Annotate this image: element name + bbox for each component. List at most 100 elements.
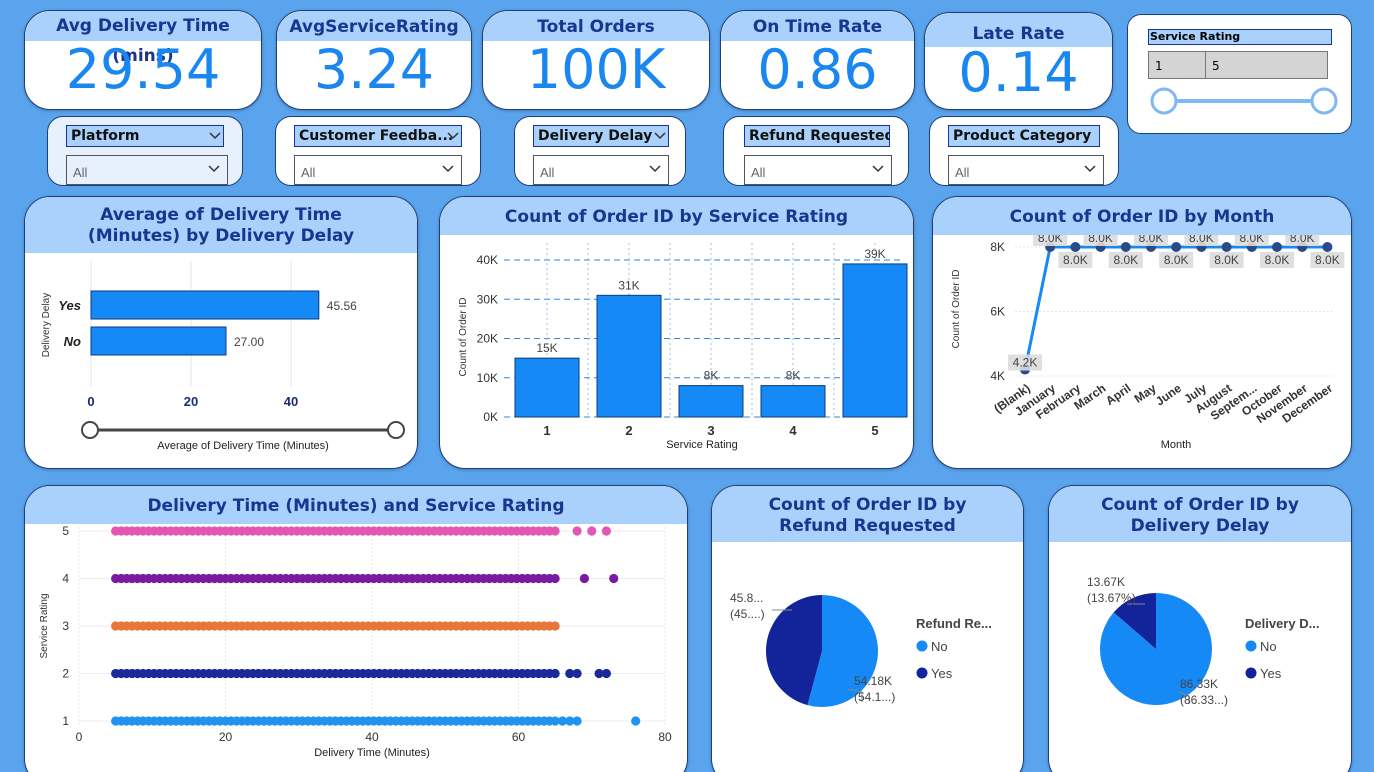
- scatter-point: [579, 573, 590, 584]
- zoom-slider-handle: [387, 421, 405, 439]
- kpi-card-avg-delivery: Avg Delivery Time (mins) 29.54: [24, 10, 262, 110]
- kpi-value: 3.24: [313, 38, 435, 101]
- tick-label: 0K: [483, 410, 498, 424]
- kpi-card-on-time-rate: On Time Rate 0.86: [720, 10, 915, 110]
- data-label: 8.0K: [1164, 253, 1189, 267]
- slicer-title: Refund Requested: [744, 125, 890, 147]
- slicer-title: Service Rating: [1148, 29, 1332, 45]
- data-label: 31K: [618, 278, 639, 292]
- chevron-down-icon[interactable]: [208, 129, 222, 141]
- tick-label: 0: [87, 394, 94, 409]
- data-label: (13.67%): [1087, 591, 1136, 605]
- leader-line: [847, 688, 863, 702]
- scatter-point: [587, 526, 597, 536]
- legend-marker: [1245, 667, 1257, 679]
- kpi-value: 29.54: [65, 38, 221, 101]
- bar: [90, 326, 227, 356]
- kpi-title: AvgServiceRating: [277, 11, 471, 41]
- category-label: June: [1153, 381, 1184, 409]
- kpi-card-total-orders: Total Orders 100K: [482, 10, 710, 110]
- orders-by-refund-card: Count of Order ID by Refund Requested 54…: [711, 485, 1024, 772]
- data-label-bg: [1083, 235, 1118, 246]
- slicer-title: Customer Feedba...: [294, 125, 462, 147]
- scatter-point: [550, 621, 560, 631]
- pie-chart: 86.33K (86.33...) No 13.67K (13.67%) Yes Deliv…: [1087, 575, 1319, 707]
- range-handle-min: [1150, 87, 1178, 115]
- bar: [514, 357, 580, 418]
- data-label: 8.0K: [1139, 235, 1164, 245]
- tick-label: 40K: [477, 253, 498, 267]
- hbar-chart: Yes 45.56 No 27.00 0 20 40 Delivery Delay Averag…: [41, 261, 405, 452]
- data-label: 8.0K: [1088, 235, 1113, 245]
- chevron-down-icon[interactable]: [653, 129, 667, 141]
- scatter-chart: 0 20 40 60 80 1 2 3 4 5 Delivery Time (Minutes) Ser…: [39, 524, 672, 759]
- legend-title: Refund Re...: [916, 616, 992, 631]
- data-label-bg: [1285, 235, 1320, 246]
- data-point: [1272, 242, 1282, 252]
- tick-label: 4: [62, 572, 69, 586]
- data-label: 4.2K: [1013, 356, 1038, 370]
- category-label: No: [64, 334, 81, 349]
- product-category-slicer: Product Category All: [929, 116, 1119, 186]
- legend-label: No: [1260, 639, 1277, 654]
- bar: [842, 263, 908, 418]
- data-label: 8K: [704, 369, 719, 383]
- kpi-card-late-rate: Late Rate 0.14: [924, 12, 1113, 110]
- chart-title: Delivery Time (Minutes) and Service Rati…: [25, 486, 687, 524]
- scatter-point: [594, 668, 604, 679]
- bar: [678, 385, 744, 418]
- y-axis-label: Delivery Delay: [41, 293, 52, 357]
- orders-by-delivery-delay-card: Count of Order ID by Delivery Delay 86.3…: [1048, 485, 1352, 772]
- tick-label: 4K: [990, 369, 1005, 383]
- data-label-bg: [1108, 252, 1143, 268]
- data-label: 8.0K: [1063, 253, 1088, 267]
- bar: [90, 290, 320, 320]
- data-point: [1221, 242, 1232, 252]
- range-max-input[interactable]: 5: [1205, 51, 1328, 79]
- category-label: 5: [871, 423, 878, 438]
- scatter-point: [572, 716, 582, 726]
- data-label-bg: [1008, 354, 1042, 371]
- data-point: [1070, 242, 1081, 252]
- data-label: 8.0K: [1265, 253, 1290, 267]
- platform-dropdown[interactable]: All: [66, 155, 228, 185]
- scatter-point: [550, 716, 560, 726]
- data-label: 8.0K: [1315, 253, 1340, 267]
- leader-line: [1178, 691, 1190, 704]
- data-point: [1171, 242, 1182, 252]
- dropdown-value: All: [73, 165, 88, 180]
- chevron-down-icon: [1084, 165, 1096, 173]
- product-category-dropdown[interactable]: All: [948, 155, 1104, 185]
- customer-feedback-dropdown[interactable]: All: [294, 155, 462, 185]
- scatter-point: [550, 668, 560, 679]
- kpi-title: Avg Delivery Time (mins): [25, 11, 261, 66]
- range-slider[interactable]: [1128, 85, 1353, 121]
- chevron-down-icon[interactable]: [446, 129, 460, 141]
- legend-title: Delivery D...: [1245, 616, 1319, 631]
- customer-feedback-slicer: Customer Feedba... All: [275, 116, 481, 186]
- dropdown-value: All: [751, 165, 766, 180]
- orders-by-month-card: Count of Order ID by Month 4K 6K 8K 4.2K (Bl…: [932, 196, 1352, 469]
- chevron-down-icon: [208, 165, 220, 173]
- pie-slice: [766, 595, 822, 706]
- refund-requested-dropdown[interactable]: All: [744, 155, 892, 185]
- scatter-point: [609, 573, 619, 584]
- category-label: May: [1132, 381, 1159, 406]
- data-label: 45.56: [327, 299, 357, 313]
- delivery-delay-dropdown[interactable]: All: [533, 155, 669, 185]
- chevron-down-icon: [872, 165, 884, 173]
- data-label: 15K: [536, 341, 557, 355]
- slicer-title: Platform: [66, 125, 224, 147]
- y-axis-label: Count of Order ID: [951, 270, 962, 349]
- data-label-bg: [1209, 252, 1244, 268]
- legend-label: No: [931, 639, 948, 654]
- scatter-point: [557, 716, 568, 726]
- data-label: (86.33...): [1180, 693, 1228, 707]
- pie-chart: 54.18K (54.1...) No 45.8... (45....) Yes Refun…: [730, 591, 992, 707]
- tick-label: 3: [62, 619, 69, 633]
- scatter-point: [565, 716, 575, 726]
- tick-label: 40: [365, 730, 379, 744]
- category-label: 3: [707, 423, 714, 438]
- tick-label: 60: [512, 730, 526, 744]
- scatter-point: [601, 668, 612, 679]
